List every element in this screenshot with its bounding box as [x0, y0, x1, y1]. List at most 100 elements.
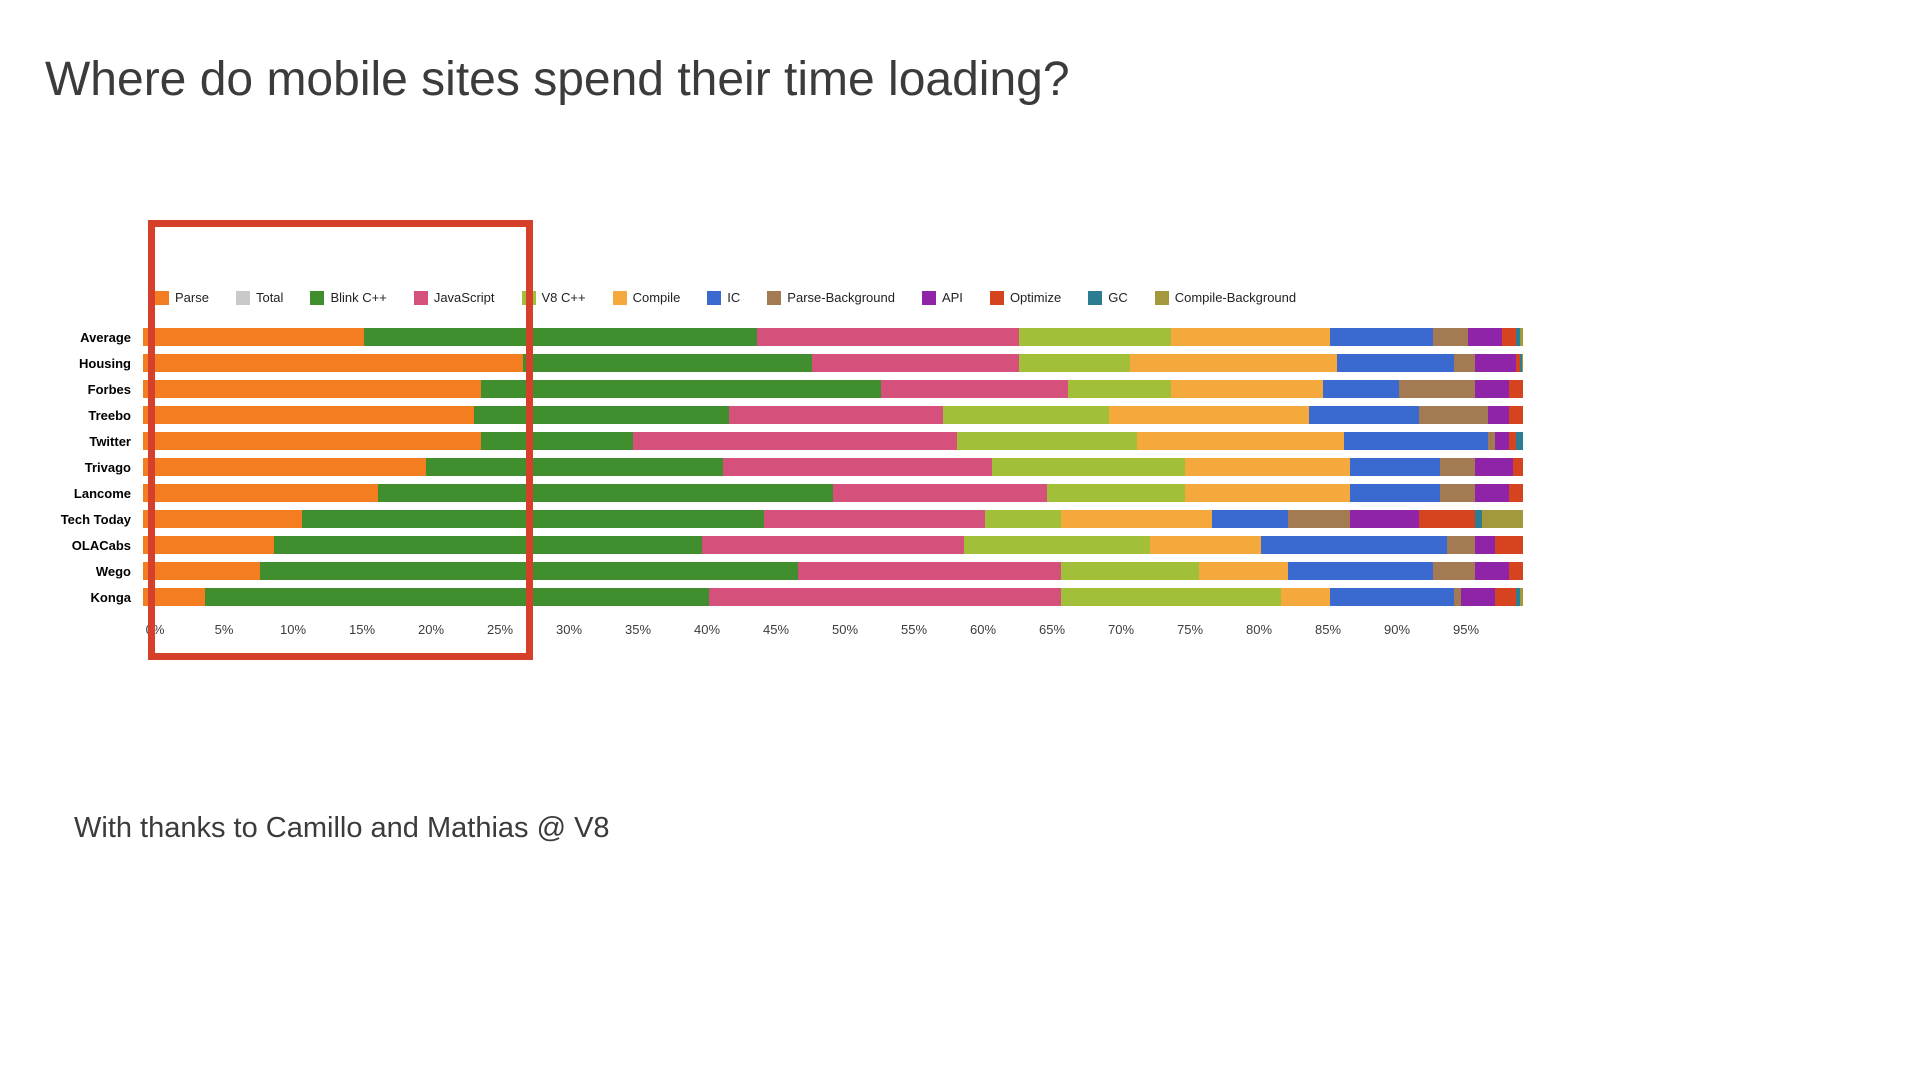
bar-segment-api: [1474, 458, 1514, 476]
x-tick: 55%: [900, 622, 928, 637]
bar-segment-v8-c: [1046, 484, 1185, 502]
bar-segment-parse: [143, 536, 275, 554]
category-label: Forbes: [87, 381, 131, 397]
bar-track: [143, 432, 1523, 450]
bar-segment-parse: [143, 588, 206, 606]
legend-label: IC: [727, 290, 741, 305]
bar-row-average: Average: [0, 324, 1540, 350]
category-label: OLACabs: [71, 537, 131, 553]
bar-segment-compile: [1184, 458, 1351, 476]
legend-label: V8 C++: [541, 290, 586, 305]
x-tick: 90%: [1383, 622, 1411, 637]
bar-segment-v8-c: [991, 458, 1185, 476]
bar-segment-ic: [1343, 432, 1489, 450]
bar-segment-ic: [1212, 510, 1289, 528]
category-label: Treebo: [88, 407, 131, 423]
bar-segment-blink-c: [301, 510, 764, 528]
x-tick: 45%: [762, 622, 790, 637]
bar-segment-javascript: [812, 354, 1020, 372]
bar-segment-blink-c: [481, 380, 882, 398]
bar-segment-optimize: [1495, 536, 1523, 554]
bar-segment-optimize: [1516, 354, 1521, 372]
x-tick: 5%: [214, 622, 234, 637]
bar-segment-compile: [1171, 380, 1323, 398]
bar-segment-javascript: [708, 588, 1061, 606]
x-tick: 0%: [145, 622, 165, 637]
bar-segment-parse-background: [1440, 484, 1475, 502]
bar-segment-javascript: [729, 406, 944, 424]
bar-segment-compile: [1171, 328, 1330, 346]
legend-swatch-total: [235, 290, 250, 305]
x-tick: 80%: [1245, 622, 1273, 637]
legend-item-optimize: Optimize: [989, 290, 1061, 305]
bar-segment-javascript: [881, 380, 1068, 398]
bar-segment-parse-background: [1488, 432, 1496, 450]
bar-row-konga: Konga: [0, 584, 1540, 610]
bar-segment-v8-c: [1060, 562, 1199, 580]
bar-segment-parse: [143, 406, 475, 424]
bar-segment-api: [1474, 484, 1510, 502]
bar-row-housing: Housing: [0, 350, 1540, 376]
bar-segment-optimize: [1509, 562, 1523, 580]
bar-segment-ic: [1336, 354, 1454, 372]
legend-swatch-blink-c: [310, 290, 325, 305]
bar-segment-blink-c: [377, 484, 833, 502]
bar-track: [143, 458, 1523, 476]
legend-label: API: [941, 290, 963, 305]
bar-segment-compile-background: [1520, 328, 1523, 346]
bar-segment-optimize: [1419, 510, 1475, 528]
bar-segment-ic: [1322, 380, 1399, 398]
chart-rows: Average Housing Forbes Treebo Twitter Trivago…: [0, 324, 1540, 610]
bar-row-twitter: Twitter: [0, 428, 1540, 454]
x-tick: 70%: [1107, 622, 1135, 637]
x-tick: 15%: [348, 622, 376, 637]
bar-segment-compile: [1150, 536, 1261, 554]
bar-segment-ic: [1309, 406, 1420, 424]
bar-segment-parse-background: [1288, 510, 1351, 528]
bar-segment-compile: [1136, 432, 1344, 450]
bar-segment-javascript: [632, 432, 958, 450]
bar-segment-optimize: [1495, 588, 1517, 606]
category-label: Tech Today: [60, 511, 131, 527]
bar-segment-parse-background: [1453, 588, 1461, 606]
bar-row-lancome: Lancome: [0, 480, 1540, 506]
bar-segment-v8-c: [943, 406, 1109, 424]
x-tick: 85%: [1314, 622, 1342, 637]
bar-segment-parse: [143, 354, 523, 372]
bar-segment-compile: [1129, 354, 1337, 372]
legend-label: Parse: [175, 290, 209, 305]
bar-segment-optimize: [1509, 432, 1517, 450]
bar-segment-compile: [1060, 510, 1213, 528]
bar-segment-api: [1474, 380, 1510, 398]
bar-segment-parse: [143, 380, 482, 398]
legend-swatch-parse-background: [767, 290, 782, 305]
x-tick: 25%: [486, 622, 514, 637]
bar-segment-parse: [143, 510, 302, 528]
bar-segment-ic: [1288, 562, 1434, 580]
bar-segment-gc: [1516, 328, 1521, 346]
bar-segment-compile-background: [1520, 588, 1523, 606]
bar-segment-optimize: [1513, 458, 1523, 476]
legend-item-ic: IC: [707, 290, 740, 305]
bar-segment-parse-background: [1447, 536, 1475, 554]
x-tick: 95%: [1452, 622, 1480, 637]
page-title: Where do mobile sites spend their time l…: [45, 53, 1070, 106]
x-tick: 10%: [279, 622, 307, 637]
legend-swatch-v8-c: [521, 290, 536, 305]
category-label: Lancome: [73, 485, 131, 501]
bar-segment-api: [1467, 328, 1503, 346]
x-tick: 65%: [1038, 622, 1066, 637]
bar-row-olacabs: OLACabs: [0, 532, 1540, 558]
bar-segment-api: [1350, 510, 1420, 528]
bar-segment-v8-c: [1019, 354, 1130, 372]
bar-segment-parse-background: [1419, 406, 1489, 424]
legend-swatch-api: [921, 290, 936, 305]
bar-segment-optimize: [1509, 484, 1523, 502]
bar-segment-parse: [143, 562, 261, 580]
bar-segment-parse-background: [1440, 458, 1475, 476]
bar-track: [143, 588, 1523, 606]
bar-track: [143, 354, 1523, 372]
bar-segment-optimize: [1509, 406, 1523, 424]
bar-segment-gc: [1516, 432, 1523, 450]
